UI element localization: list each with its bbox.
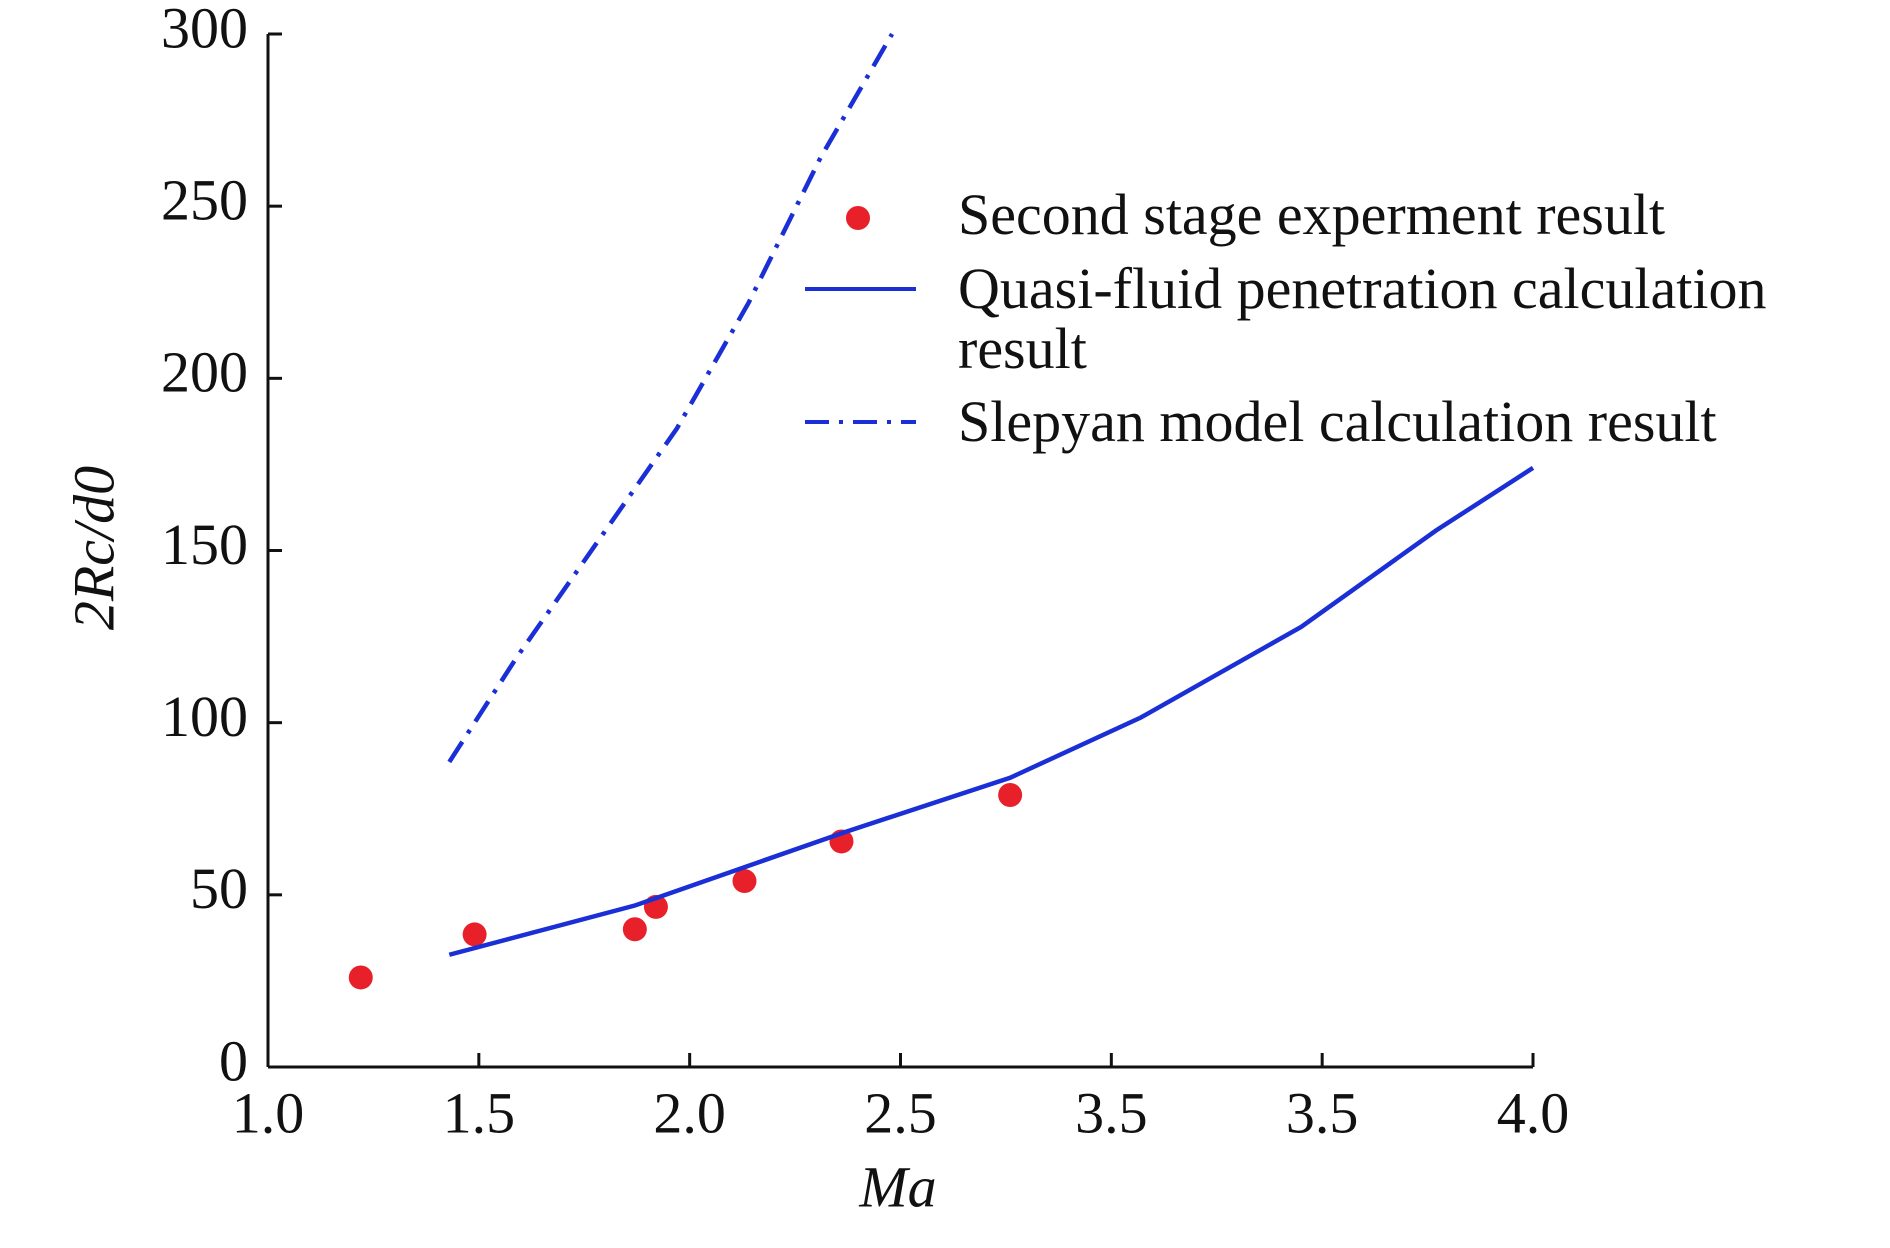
x-tick-label: 2.5 [864,1080,937,1145]
y-tick-label: 300 [161,0,248,60]
y-tick-label: 150 [161,512,248,577]
x-tick-label: 3.5 [1286,1080,1359,1145]
x-tick-label: 1.0 [232,1080,305,1145]
x-axis-label: Ma [858,1154,936,1219]
y-axis-label: 2Rc/d0 [61,466,126,630]
data-point [462,922,487,947]
data-point [998,782,1023,807]
x-tick-label: 4.0 [1497,1080,1570,1145]
data-point [622,917,647,942]
y-tick-label: 200 [161,340,248,405]
y-tick-label: 100 [161,684,248,749]
y-tick-label: 0 [219,1028,248,1093]
y-tick-label: 50 [190,856,248,921]
data-line [447,32,895,764]
legend-label: Quasi-fluid penetration calculation resu… [958,256,1767,381]
data-line [448,465,1535,957]
legend-marker [846,206,870,230]
data-point [348,965,373,990]
legend-label: Slepyan model calculation result [958,389,1717,454]
legend-label: Second stage experment result [958,182,1666,247]
x-tick-label: 3.5 [1075,1080,1148,1145]
x-tick-label: 1.5 [443,1080,516,1145]
y-tick-label: 250 [161,167,248,232]
x-tick-label: 2.0 [653,1080,726,1145]
data-point [732,869,757,894]
